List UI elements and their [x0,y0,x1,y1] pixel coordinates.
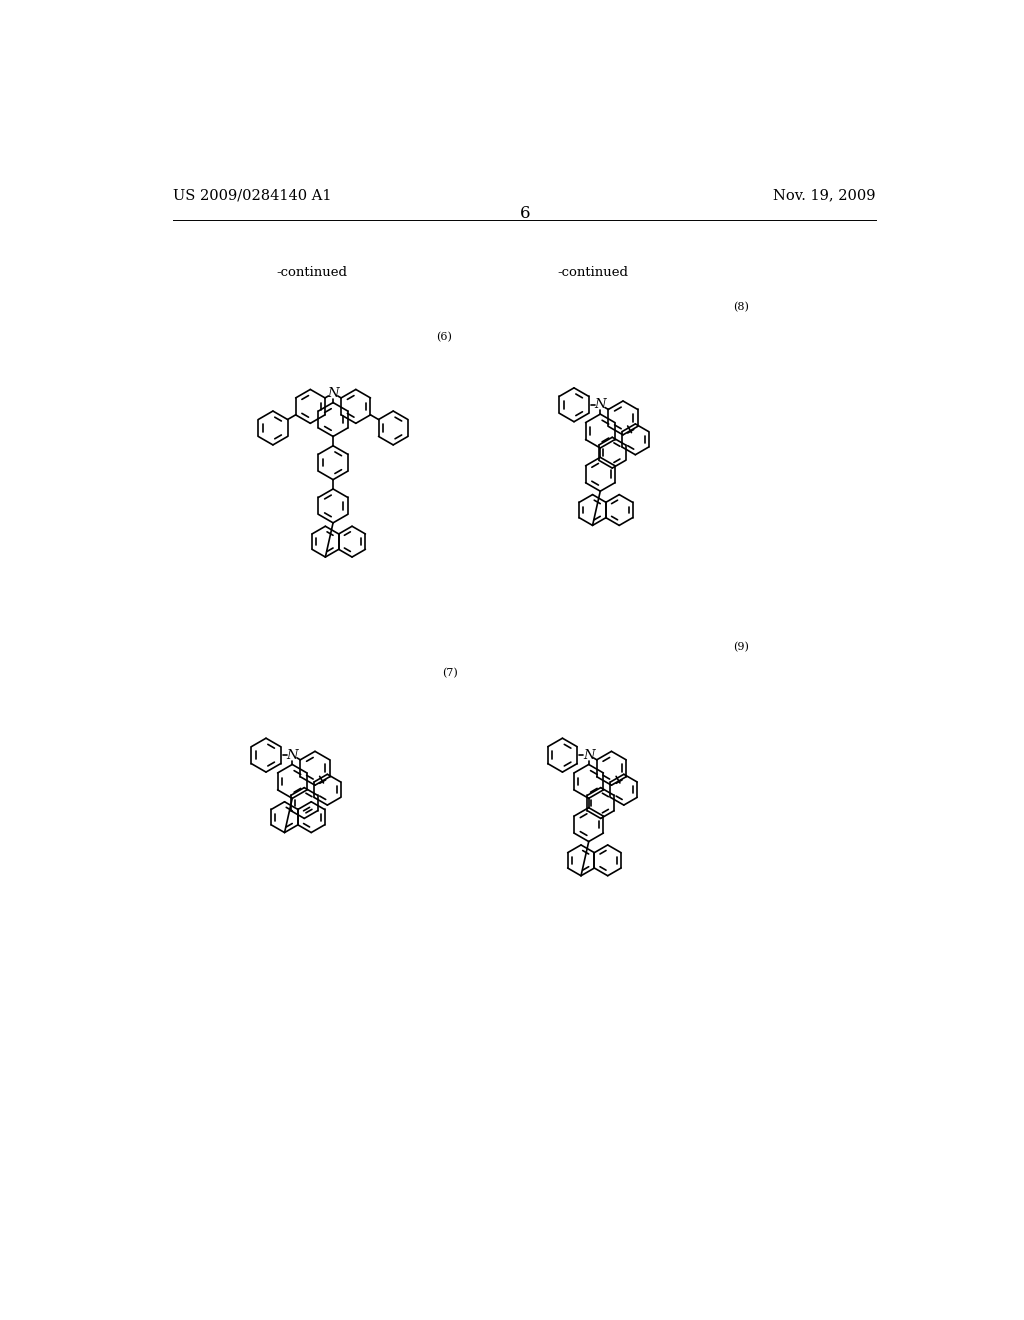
Text: Nov. 19, 2009: Nov. 19, 2009 [773,189,876,202]
Text: 6: 6 [519,206,530,222]
Text: N: N [583,748,595,762]
Text: (9): (9) [733,643,750,652]
Text: N: N [595,399,606,412]
Text: (8): (8) [733,302,750,312]
Text: N: N [287,748,298,762]
Text: -continued: -continued [276,265,347,279]
Text: -continued: -continued [557,265,628,279]
Text: US 2009/0284140 A1: US 2009/0284140 A1 [173,189,332,202]
Text: (6): (6) [436,331,453,342]
Text: N: N [328,387,339,400]
Text: (7): (7) [442,668,458,678]
